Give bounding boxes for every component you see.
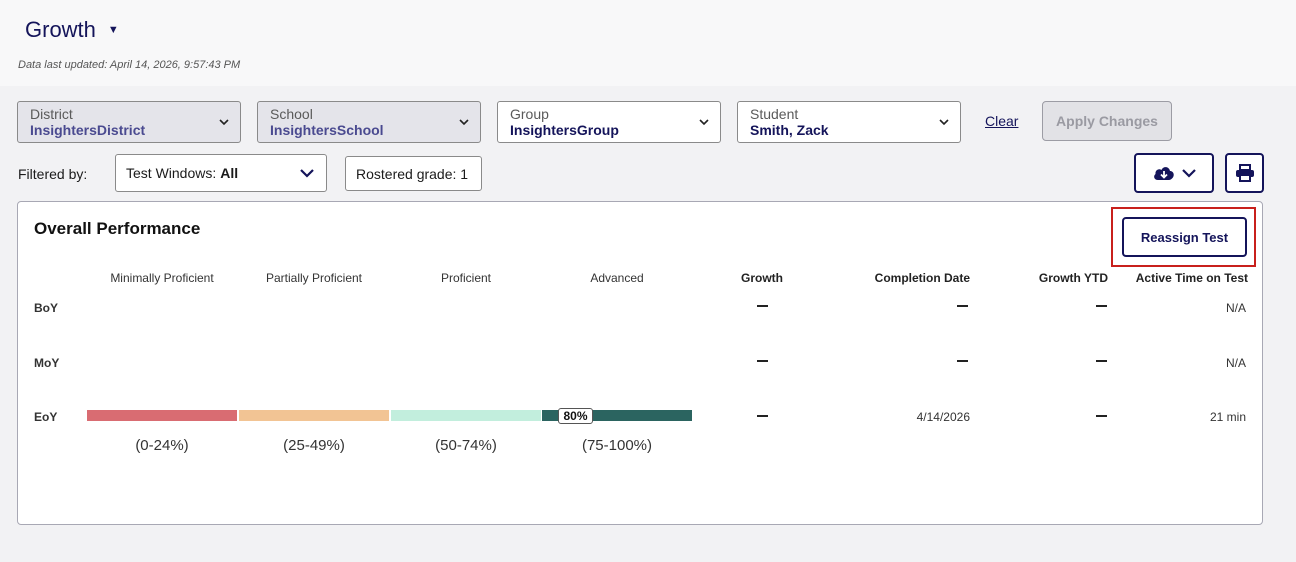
band-minimally-proficient bbox=[87, 410, 237, 421]
filtered-by-label: Filtered by: bbox=[18, 166, 88, 182]
range-partially-proficient: (25-49%) bbox=[283, 437, 345, 454]
district-value: InsightersDistrict bbox=[30, 122, 146, 138]
col-partially-proficient: Partially Proficient bbox=[265, 271, 363, 285]
growth-empty-dash bbox=[757, 305, 768, 307]
download-menu-button[interactable] bbox=[1134, 153, 1214, 193]
district-label: District bbox=[30, 106, 73, 122]
col-advanced: Advanced bbox=[590, 271, 644, 285]
row-label-moy: MoY bbox=[34, 356, 60, 370]
school-label: School bbox=[270, 106, 313, 122]
completion-empty-dash bbox=[957, 360, 968, 362]
overall-performance-card: Overall Performance Reassign Test Minima… bbox=[17, 201, 1263, 525]
col-completion-date: Completion Date bbox=[874, 271, 970, 285]
col-growth-ytd: Growth YTD bbox=[1038, 271, 1108, 285]
col-proficient: Proficient bbox=[440, 271, 492, 285]
caret-down-icon[interactable]: ▼ bbox=[107, 24, 119, 36]
col-growth: Growth bbox=[741, 271, 783, 285]
reassign-test-button[interactable]: Reassign Test bbox=[1122, 217, 1247, 257]
growth-ytd-empty-dash bbox=[1096, 415, 1107, 417]
test-windows-select[interactable]: Test Windows: All bbox=[115, 154, 327, 192]
completion-date-eoy: 4/14/2026 bbox=[916, 410, 970, 424]
apply-changes-button[interactable]: Apply Changes bbox=[1042, 101, 1172, 141]
page-header: Growth ▼ Data last updated: April 14, 20… bbox=[0, 0, 1296, 86]
band-advanced bbox=[542, 410, 692, 421]
chevron-down-icon bbox=[219, 119, 229, 126]
student-label: Student bbox=[750, 106, 799, 122]
chevron-down-icon bbox=[300, 169, 314, 178]
highlight-outline bbox=[1111, 207, 1256, 267]
active-time-eoy: 21 min bbox=[1209, 410, 1246, 424]
rostered-grade-chip: Rostered grade: 1 bbox=[345, 156, 482, 191]
row-label-boy: BoY bbox=[34, 301, 58, 315]
report-selector[interactable]: Growth ▼ bbox=[25, 17, 119, 43]
growth-empty-dash bbox=[757, 360, 768, 362]
test-windows-value: All bbox=[220, 165, 239, 181]
school-select[interactable]: School InsightersSchool bbox=[257, 101, 481, 143]
band-partially-proficient bbox=[239, 410, 389, 421]
chevron-down-icon bbox=[699, 119, 709, 126]
range-proficient: (50-74%) bbox=[435, 437, 497, 454]
growth-ytd-empty-dash bbox=[1096, 360, 1107, 362]
band-proficient bbox=[391, 410, 541, 421]
printer-icon bbox=[1235, 164, 1254, 182]
student-select[interactable]: Student Smith, Zack bbox=[737, 101, 961, 143]
col-minimally-proficient: Minimally Proficient bbox=[110, 271, 214, 285]
student-value: Smith, Zack bbox=[750, 122, 829, 138]
cloud-download-icon bbox=[1154, 167, 1174, 180]
row-label-eoy: EoY bbox=[34, 410, 58, 424]
range-minimally-proficient: (0-24%) bbox=[135, 437, 189, 454]
growth-empty-dash bbox=[757, 415, 768, 417]
chevron-down-icon bbox=[1182, 169, 1196, 178]
active-time-boy: N/A bbox=[1225, 301, 1246, 315]
print-button[interactable] bbox=[1225, 153, 1264, 193]
group-value: InsightersGroup bbox=[510, 122, 619, 138]
range-advanced: (75-100%) bbox=[581, 437, 653, 454]
col-active-time: Active Time on Test bbox=[1135, 271, 1248, 285]
card-title: Overall Performance bbox=[34, 219, 201, 238]
last-updated-text: Data last updated: April 14, 2026, 9:57:… bbox=[18, 59, 241, 71]
clear-link[interactable]: Clear bbox=[985, 113, 1019, 129]
chevron-down-icon bbox=[459, 119, 469, 126]
active-time-moy: N/A bbox=[1225, 356, 1246, 370]
chevron-down-icon bbox=[939, 119, 949, 126]
eoy-score-marker: 80% bbox=[558, 408, 593, 424]
test-windows-prefix: Test Windows: bbox=[126, 165, 217, 181]
district-select[interactable]: District InsightersDistrict bbox=[17, 101, 241, 143]
school-value: InsightersSchool bbox=[270, 122, 384, 138]
growth-ytd-empty-dash bbox=[1096, 305, 1107, 307]
page-title[interactable]: Growth bbox=[25, 17, 96, 42]
group-select[interactable]: Group InsightersGroup bbox=[497, 101, 721, 143]
completion-empty-dash bbox=[957, 305, 968, 307]
group-label: Group bbox=[510, 106, 549, 122]
